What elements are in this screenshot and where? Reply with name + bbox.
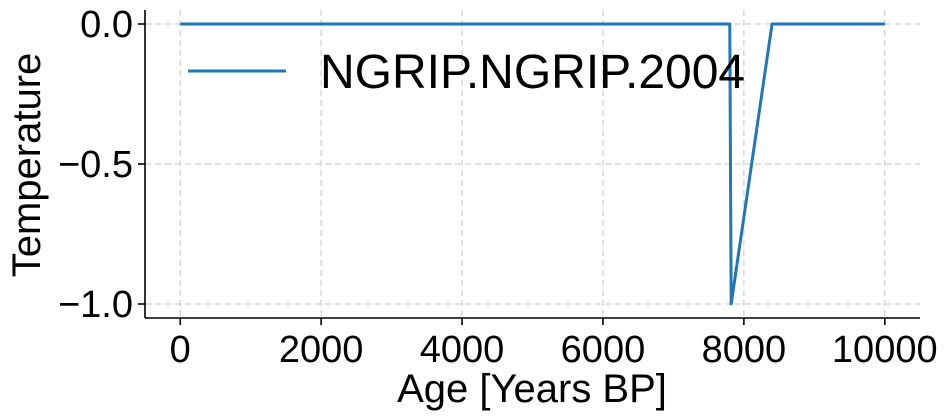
x-tick-label: 4000 [420,329,505,371]
y-axis-label: Temperature [5,53,49,278]
x-tick-label: 2000 [279,329,364,371]
x-tick-label: 10000 [832,329,938,371]
x-tick-label: 8000 [702,329,787,371]
y-tick-label: 0.0 [80,4,133,46]
y-tick-label: −0.5 [58,144,133,186]
legend: NGRIP.NGRIP.2004 [188,46,745,99]
legend-label: NGRIP.NGRIP.2004 [320,46,745,99]
x-axis-label: Age [Years BP] [397,367,667,411]
x-tick-label: 6000 [561,329,646,371]
x-tick-label: 0 [170,329,191,371]
series-layer [180,22,885,306]
y-ticks: 0.0 −0.5 −1.0 [58,4,145,326]
series-line-0 [180,22,885,306]
y-tick-label: −1.0 [58,284,133,326]
x-ticks: 0 2000 4000 6000 8000 10000 [170,318,938,371]
